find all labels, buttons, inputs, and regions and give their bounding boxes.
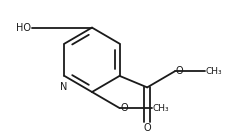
Text: O: O — [174, 66, 182, 76]
Text: CH₃: CH₃ — [205, 67, 221, 76]
Text: CH₃: CH₃ — [152, 104, 169, 113]
Text: HO: HO — [16, 23, 31, 33]
Text: O: O — [143, 123, 150, 133]
Text: N: N — [59, 82, 67, 92]
Text: O: O — [120, 103, 127, 113]
